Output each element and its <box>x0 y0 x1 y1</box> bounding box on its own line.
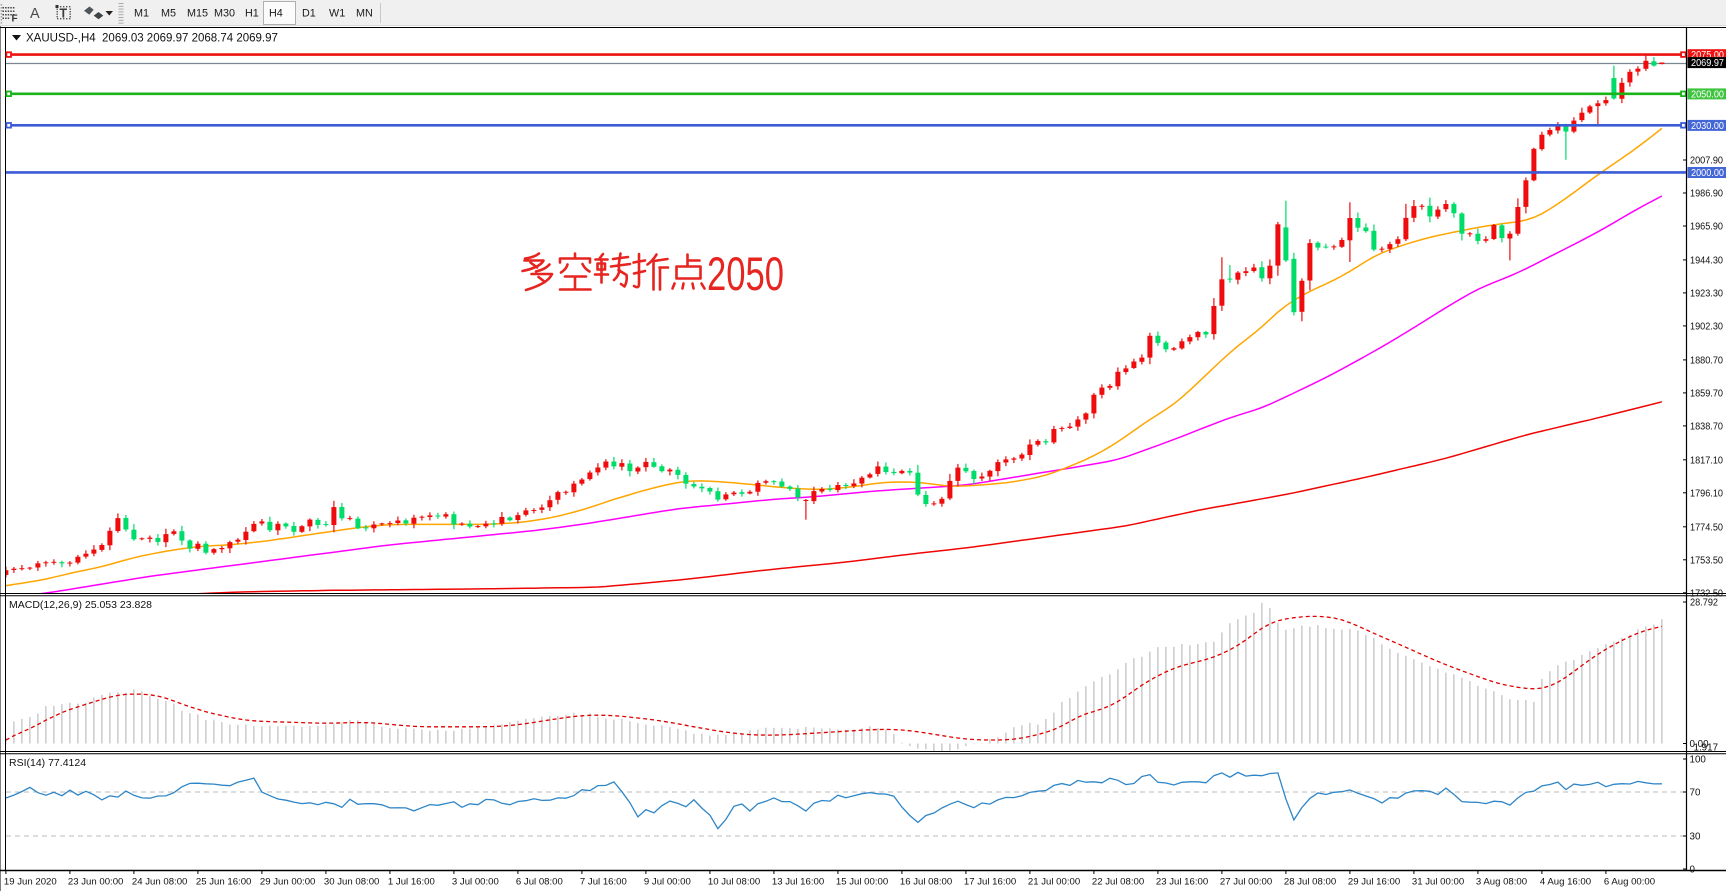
svg-text:1902.30: 1902.30 <box>1690 321 1724 332</box>
svg-text:1774.50: 1774.50 <box>1690 522 1724 533</box>
svg-text:23 Jun 00:00: 23 Jun 00:00 <box>68 877 123 888</box>
svg-text:7 Jul 16:00: 7 Jul 16:00 <box>580 877 627 888</box>
svg-text:16 Jul 08:00: 16 Jul 08:00 <box>900 877 952 888</box>
svg-text:F: F <box>12 14 18 25</box>
svg-text:29 Jun 00:00: 29 Jun 00:00 <box>260 877 315 888</box>
svg-text:17 Jul 16:00: 17 Jul 16:00 <box>964 877 1016 888</box>
svg-text:D1: D1 <box>302 8 316 20</box>
svg-text:6 Jul 08:00: 6 Jul 08:00 <box>516 877 563 888</box>
svg-text:M1: M1 <box>134 8 149 20</box>
svg-text:30 Jun 08:00: 30 Jun 08:00 <box>324 877 379 888</box>
svg-text:3 Aug 08:00: 3 Aug 08:00 <box>1476 877 1527 888</box>
svg-text:1796.10: 1796.10 <box>1690 488 1724 499</box>
svg-text:M15: M15 <box>187 8 208 20</box>
svg-text:23 Jul 16:00: 23 Jul 16:00 <box>1156 877 1208 888</box>
svg-text:30: 30 <box>1690 832 1701 843</box>
svg-text:70: 70 <box>1690 788 1701 799</box>
svg-text:27 Jul 00:00: 27 Jul 00:00 <box>1220 877 1272 888</box>
svg-text:1817.10: 1817.10 <box>1690 455 1724 466</box>
svg-text:28.792: 28.792 <box>1690 598 1718 609</box>
svg-text:MN: MN <box>356 8 373 20</box>
svg-text:31 Jul 00:00: 31 Jul 00:00 <box>1412 877 1464 888</box>
svg-text:2050.00: 2050.00 <box>1691 89 1725 100</box>
svg-text:1838.70: 1838.70 <box>1690 421 1724 432</box>
svg-text:3 Jul 00:00: 3 Jul 00:00 <box>452 877 499 888</box>
svg-text:2050: 2050 <box>707 247 784 300</box>
svg-text:2069.97: 2069.97 <box>1691 58 1724 69</box>
svg-text:21 Jul 00:00: 21 Jul 00:00 <box>1028 877 1080 888</box>
svg-text:10 Jul 08:00: 10 Jul 08:00 <box>708 877 760 888</box>
svg-text:1 Jul 16:00: 1 Jul 16:00 <box>388 877 435 888</box>
svg-text:9 Jul 00:00: 9 Jul 00:00 <box>644 877 691 888</box>
svg-text:29 Jul 16:00: 29 Jul 16:00 <box>1348 877 1400 888</box>
svg-text:T: T <box>60 7 68 21</box>
svg-text:1859.70: 1859.70 <box>1690 388 1724 399</box>
svg-text:1.917: 1.917 <box>1694 743 1719 754</box>
svg-text:1753.50: 1753.50 <box>1690 555 1724 566</box>
svg-text:H1: H1 <box>245 8 259 20</box>
svg-text:MACD(12,26,9) 25.053 23.828: MACD(12,26,9) 25.053 23.828 <box>9 599 152 611</box>
svg-text:0: 0 <box>1690 865 1696 876</box>
svg-text:1965.90: 1965.90 <box>1690 222 1724 233</box>
svg-text:28 Jul 08:00: 28 Jul 08:00 <box>1284 877 1336 888</box>
svg-text:13 Jul 16:00: 13 Jul 16:00 <box>772 877 824 888</box>
svg-text:4 Aug 16:00: 4 Aug 16:00 <box>1540 877 1591 888</box>
svg-text:22 Jul 08:00: 22 Jul 08:00 <box>1092 877 1144 888</box>
svg-text:24 Jun 08:00: 24 Jun 08:00 <box>132 877 187 888</box>
svg-text:6 Aug 00:00: 6 Aug 00:00 <box>1604 877 1655 888</box>
svg-text:M5: M5 <box>161 8 176 20</box>
svg-text:RSI(14) 77.4124: RSI(14) 77.4124 <box>9 757 86 769</box>
svg-text:19 Jun 2020: 19 Jun 2020 <box>4 877 57 888</box>
svg-text:W1: W1 <box>329 8 345 20</box>
svg-text:2007.90: 2007.90 <box>1690 156 1724 167</box>
svg-text:1923.30: 1923.30 <box>1690 288 1724 299</box>
svg-text:1986.90: 1986.90 <box>1690 189 1724 200</box>
svg-text:XAUUSD-,H4 2069.03 2069.97 20: XAUUSD-,H4 2069.03 2069.97 2068.74 2069.… <box>26 33 278 45</box>
svg-text:15 Jul 00:00: 15 Jul 00:00 <box>836 877 888 888</box>
svg-text:H4: H4 <box>269 8 283 20</box>
svg-text:1880.70: 1880.70 <box>1690 355 1724 366</box>
svg-text:2000.00: 2000.00 <box>1691 168 1725 179</box>
svg-text:2030.00: 2030.00 <box>1691 121 1725 132</box>
svg-text:A: A <box>30 6 40 22</box>
svg-text:100: 100 <box>1690 755 1707 766</box>
svg-text:M30: M30 <box>214 8 235 20</box>
svg-text:1944.30: 1944.30 <box>1690 255 1724 266</box>
svg-text:25 Jun 16:00: 25 Jun 16:00 <box>196 877 251 888</box>
